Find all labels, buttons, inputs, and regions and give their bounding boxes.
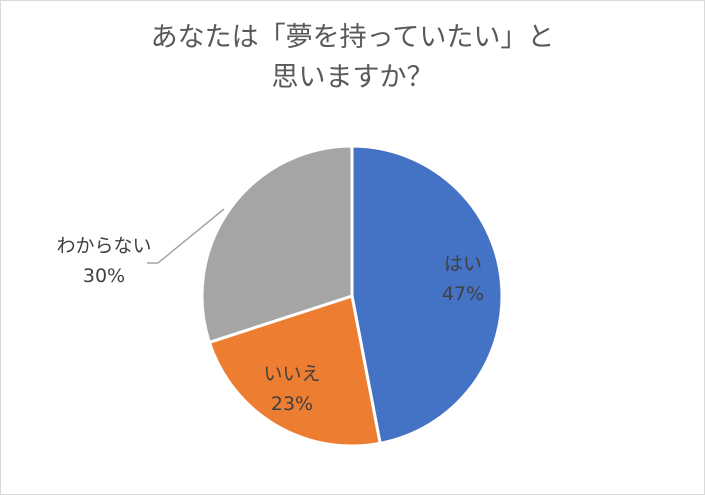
slice-label-2: いいえ <box>263 363 320 385</box>
chart-title-line-1: あなたは「夢を持っていたい」と <box>150 22 555 53</box>
chart-title-line-2: 思いますか？ <box>271 62 434 93</box>
pie-slice-3 <box>200 144 354 345</box>
pie-slice-1 <box>350 144 504 446</box>
slice-value-label-1: 47% <box>442 283 484 305</box>
chart-title: あなたは「夢を持っていたい」と 思いますか？ <box>0 18 705 98</box>
slice-value-label-2: 23% <box>271 393 313 415</box>
slice-value-label-3: 30% <box>83 265 125 287</box>
slice-label-3: わからない <box>56 235 151 257</box>
pie-slice-2 <box>207 294 382 448</box>
slice-label-1: はい <box>444 253 482 275</box>
leader-line-3 <box>147 208 225 264</box>
